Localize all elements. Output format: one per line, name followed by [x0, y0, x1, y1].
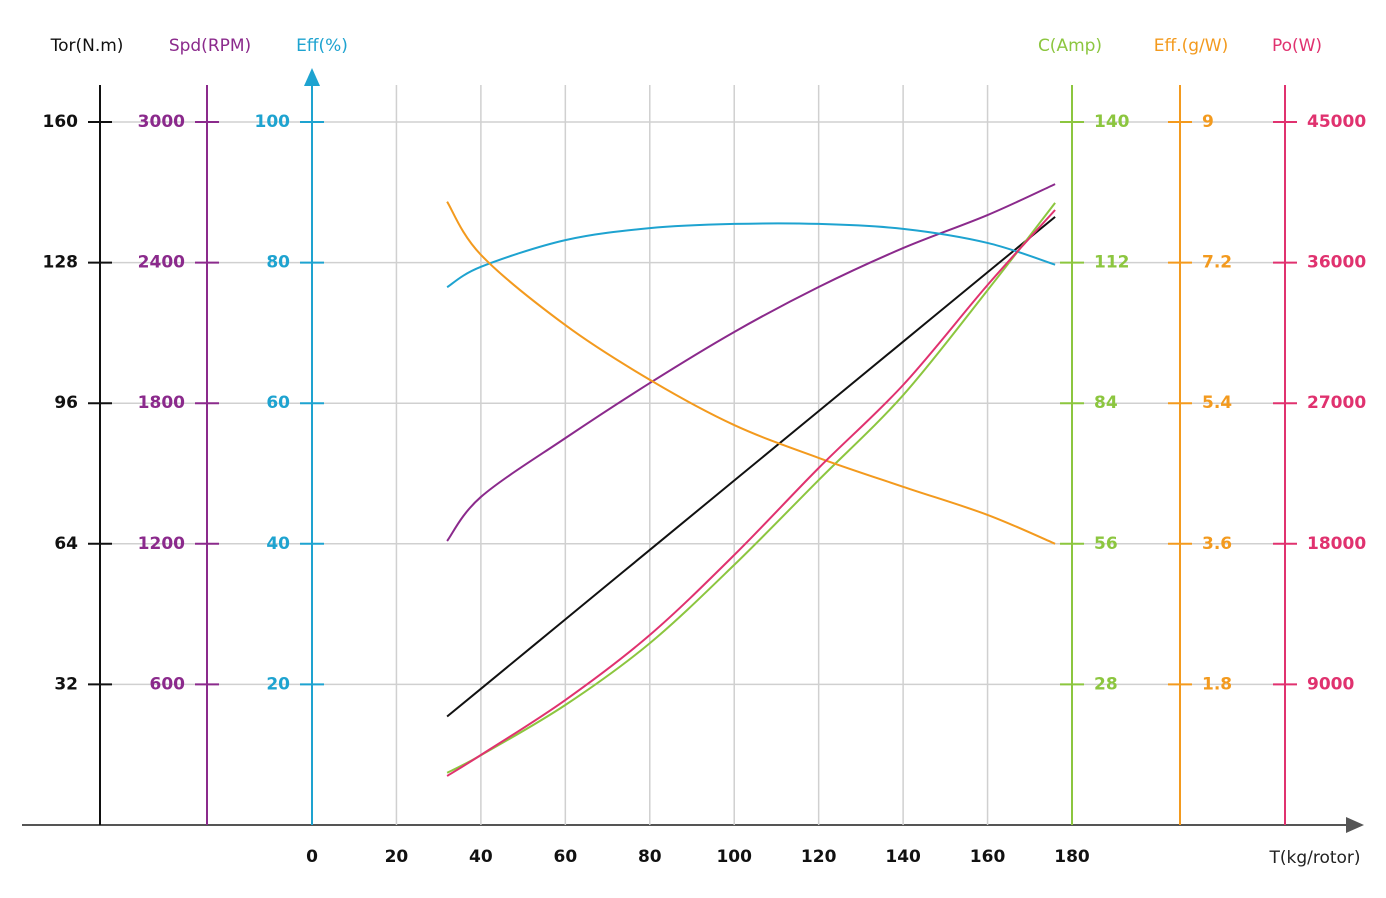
y-tick-label: 9000 [1307, 674, 1354, 694]
y-tick-label: 128 [43, 253, 79, 273]
series-line [446, 201, 1056, 545]
axis-title: Po(W) [1272, 36, 1322, 56]
y-tick-label: 32 [54, 674, 78, 694]
y-tick-label: 600 [150, 674, 186, 694]
y-tick-label: 45000 [1307, 112, 1366, 132]
x-tick-label: 120 [801, 847, 837, 867]
y-tick-label: 60 [266, 393, 290, 413]
y-tick-label: 96 [54, 393, 78, 413]
axis-title: C(Amp) [1038, 36, 1102, 56]
y-tick-label: 1.8 [1202, 674, 1232, 694]
x-axis-arrow [1346, 817, 1364, 833]
y-tick-label: 9 [1202, 112, 1214, 132]
series-line [446, 209, 1056, 777]
series-line [446, 216, 1056, 718]
y-tick-label: 2400 [138, 253, 185, 273]
y-axis-arrow [304, 68, 320, 86]
x-tick-label: 20 [385, 847, 409, 867]
x-tick-label: 40 [469, 847, 493, 867]
y-tick-label: 1200 [138, 534, 185, 554]
y-tick-label: 56 [1094, 534, 1118, 554]
x-tick-label: 140 [885, 847, 921, 867]
x-tick-label: 0 [306, 847, 318, 867]
x-tick-label: 60 [553, 847, 577, 867]
y-tick-label: 40 [266, 534, 290, 554]
y-tick-label: 140 [1094, 112, 1130, 132]
y-tick-label: 1800 [138, 393, 185, 413]
y-tick-label: 100 [255, 112, 291, 132]
y-tick-label: 160 [43, 112, 79, 132]
y-tick-label: 5.4 [1202, 393, 1232, 413]
x-axis-title: T(kg/rotor) [1268, 848, 1360, 868]
x-tick-label: 180 [1054, 847, 1090, 867]
y-tick-label: 28 [1094, 674, 1118, 694]
y-tick-label: 84 [1094, 393, 1118, 413]
series-line [446, 183, 1056, 542]
y-tick-label: 3000 [138, 112, 185, 132]
axis-title: Spd(RPM) [169, 36, 251, 56]
y-tick-label: 36000 [1307, 253, 1366, 273]
y-tick-label: 64 [54, 534, 78, 554]
axis-title: Eff(%) [296, 36, 348, 56]
y-tick-label: 112 [1094, 253, 1130, 273]
y-tick-label: 7.2 [1202, 253, 1232, 273]
series-line [446, 202, 1056, 774]
x-tick-label: 160 [970, 847, 1006, 867]
axis-title: Tor(N.m) [50, 36, 124, 56]
x-tick-label: 100 [716, 847, 752, 867]
y-tick-label: 80 [266, 253, 290, 273]
y-tick-label: 20 [266, 674, 290, 694]
y-tick-label: 18000 [1307, 534, 1366, 554]
y-tick-label: 3.6 [1202, 534, 1232, 554]
axis-title: Eff.(g/W) [1154, 36, 1228, 56]
series-line [446, 222, 1056, 289]
x-tick-label: 80 [638, 847, 662, 867]
y-tick-label: 27000 [1307, 393, 1366, 413]
